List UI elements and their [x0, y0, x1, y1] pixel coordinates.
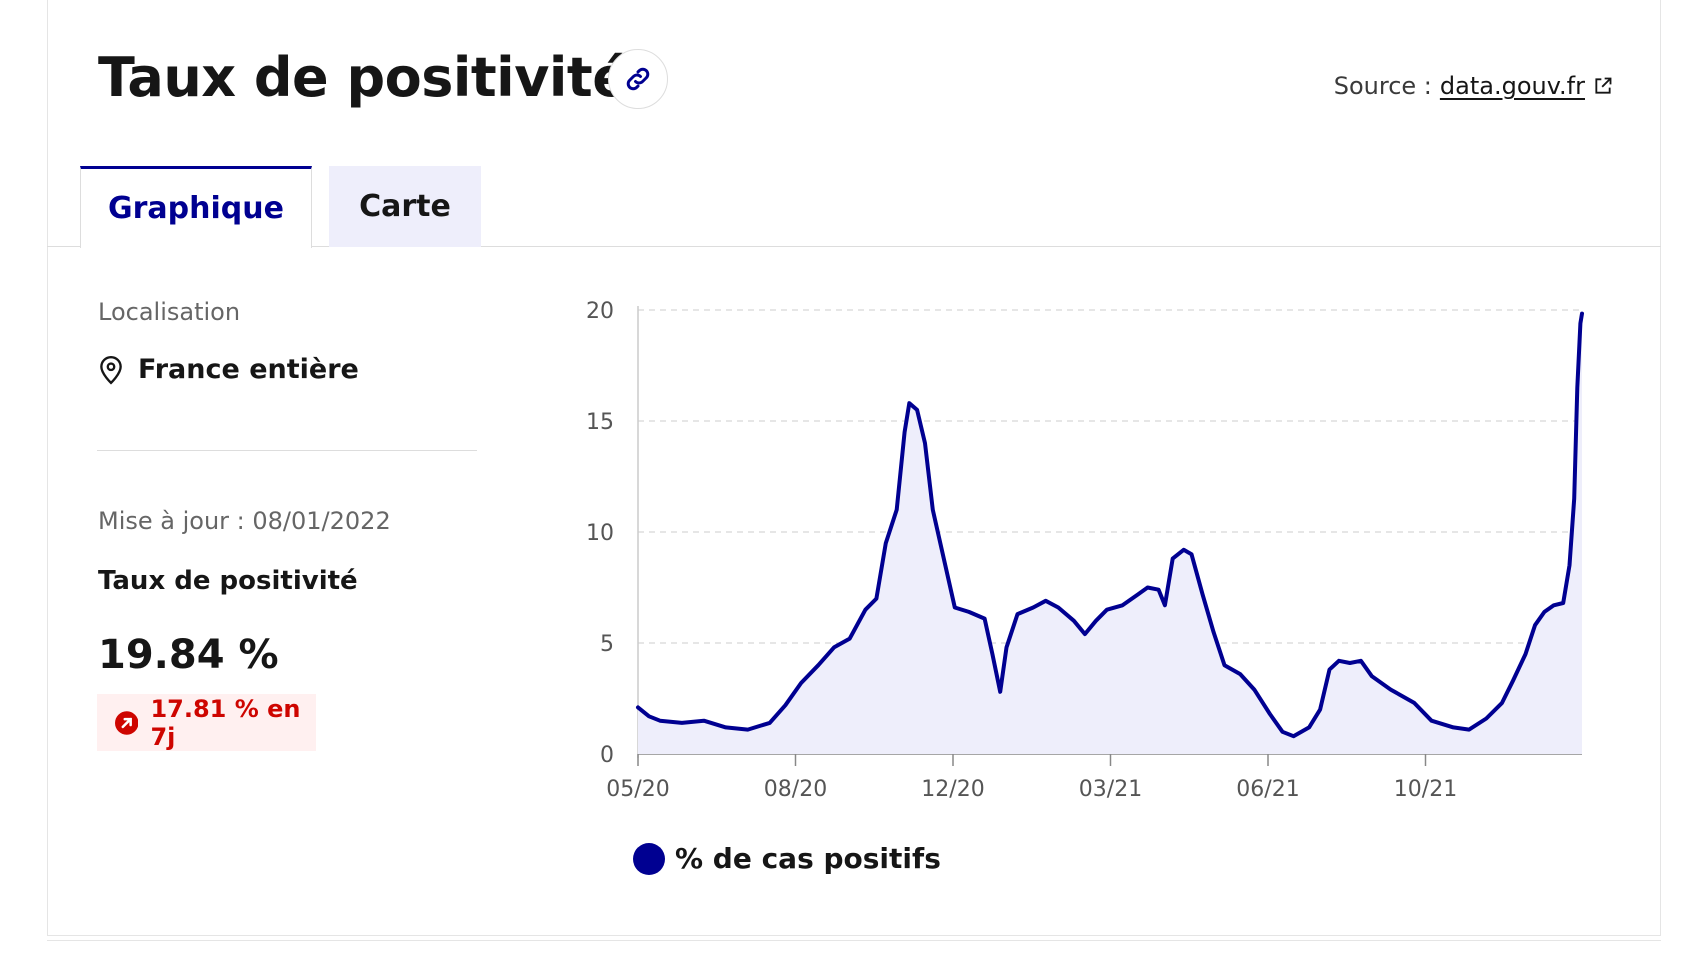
series-line	[636, 311, 1584, 739]
card-container	[47, 0, 1661, 936]
y-tick-label: 10	[586, 521, 614, 546]
external-link-icon	[1595, 77, 1612, 94]
source-link[interactable]: data.gouv.fr	[1440, 72, 1613, 100]
link-icon	[626, 67, 650, 91]
series-area	[638, 313, 1582, 754]
source: Source : data.gouv.fr	[1334, 72, 1613, 100]
metric-value: 19.84 %	[98, 632, 279, 678]
positivity-chart: 0 5 10 15 20 05/20 08/20 12/20 03/21 06/21 10/21	[586, 299, 1584, 802]
location-value: France entière	[138, 354, 359, 385]
trend-text: 17.81 % en 7j	[150, 694, 301, 751]
map-pin-icon	[100, 355, 122, 384]
location-selector[interactable]: France entière	[98, 354, 359, 385]
x-tick-label: 06/21	[1236, 777, 1299, 802]
bottom-divider	[47, 940, 1661, 941]
location-label: Localisation	[98, 298, 241, 326]
tabs-divider	[47, 246, 1661, 247]
tab-carte[interactable]: Carte	[329, 166, 481, 247]
source-link-text: data.gouv.fr	[1439, 72, 1585, 100]
x-tick-label: 12/20	[921, 777, 984, 802]
y-tick-label: 5	[600, 632, 614, 657]
x-tick-label: 10/21	[1394, 777, 1457, 802]
tab-graphique[interactable]: Graphique	[80, 166, 312, 248]
legend-marker	[633, 842, 665, 875]
y-tick-label: 20	[586, 299, 614, 324]
trend-badge: 17.81 % en 7j	[97, 694, 316, 751]
update-date: Mise à jour : 08/01/2022	[98, 507, 391, 535]
arrow-up-right-icon	[115, 710, 139, 735]
metric-label: Taux de positivité	[98, 566, 358, 596]
x-tick-label: 05/20	[606, 777, 669, 802]
x-tick-label: 08/20	[764, 777, 827, 802]
y-tick-label: 0	[600, 743, 614, 768]
copy-link-button[interactable]	[608, 49, 668, 109]
legend-label: % de cas positifs	[675, 842, 941, 875]
x-tick-label: 03/21	[1079, 777, 1142, 802]
source-label: Source :	[1333, 72, 1432, 100]
page-title: Taux de positivité	[98, 46, 629, 109]
y-tick-label: 15	[586, 410, 614, 435]
chart-legend: % de cas positifs	[633, 842, 941, 875]
sidebar-divider	[97, 450, 477, 451]
